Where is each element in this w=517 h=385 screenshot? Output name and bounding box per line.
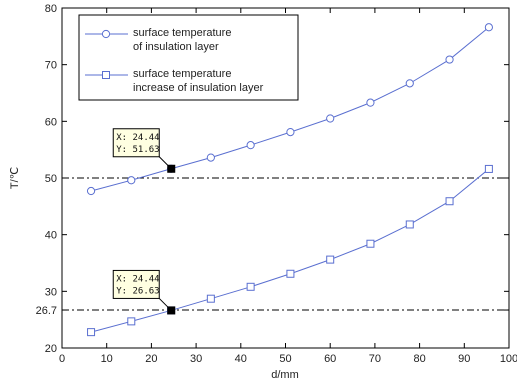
x-tick-label: 0	[59, 353, 65, 365]
x-tick-label: 60	[324, 353, 336, 365]
data-point-circle	[326, 114, 335, 123]
x-tick-label: 70	[369, 353, 381, 365]
datatip-x: X: 24.44	[116, 274, 159, 284]
data-point-square	[326, 255, 335, 264]
legend-marker-circle	[101, 29, 111, 39]
legend-text-1-line1: surface temperature	[133, 27, 231, 39]
datatip-y: Y: 51.63	[116, 145, 159, 155]
data-point-circle	[286, 128, 295, 137]
legend-box	[78, 14, 299, 101]
x-tick-label: 30	[190, 353, 202, 365]
datatip-marker	[167, 164, 176, 173]
data-point-circle	[246, 141, 255, 150]
data-point-square	[484, 164, 493, 173]
data-point-square	[445, 197, 454, 206]
y-tick-label: 30	[45, 286, 57, 298]
y-axis-label: T/℃	[9, 167, 21, 189]
legend-text-1-line2: of insulation layer	[133, 41, 219, 53]
datatips: X: 24.44 Y: 51.63 X: 24.44 Y: 26.63	[112, 128, 176, 315]
data-point-circle	[86, 186, 96, 196]
legend-text-2-line1: surface temperature	[133, 68, 231, 80]
data-point-circle	[127, 176, 136, 185]
x-tick-label: 10	[101, 353, 113, 365]
legend: surface temperature of insulation layer …	[78, 14, 299, 101]
y-tick-label: 40	[45, 230, 57, 242]
x-tick-label: 40	[235, 353, 247, 365]
datatip-box	[112, 269, 160, 299]
data-point-circle	[484, 23, 493, 32]
data-point-circle	[206, 153, 215, 162]
datatip-y: Y: 26.63	[116, 286, 159, 296]
legend-marker-square	[102, 71, 110, 79]
x-tick-label: 80	[413, 353, 425, 365]
data-point-square	[246, 282, 255, 291]
y-tick-label: 50	[45, 173, 57, 185]
x-tick-label: 20	[145, 353, 157, 365]
axis-ticks: 0 10 20 30 40 50 60 70 80 90 100 20 26.7 30 40 50 60 70 80	[36, 3, 517, 365]
datatip-box	[112, 128, 160, 158]
y-tick-label: 60	[45, 116, 57, 128]
y-tick-label: 70	[45, 60, 57, 72]
y-tick-label: 20	[45, 343, 57, 355]
data-point-circle	[405, 79, 414, 88]
y-tick-label: 26.7	[36, 305, 57, 317]
datatip-x: X: 24.44	[116, 133, 159, 143]
x-tick-label: 100	[500, 353, 517, 365]
x-tick-label: 50	[279, 353, 291, 365]
data-point-square	[127, 317, 136, 326]
data-point-square	[286, 269, 295, 278]
data-point-circle	[366, 98, 375, 107]
data-point-circle	[445, 55, 454, 64]
x-axis-label: d/mm	[271, 369, 299, 381]
y-tick-label: 80	[45, 3, 57, 15]
x-tick-label: 90	[458, 353, 470, 365]
datatip-marker	[167, 306, 176, 315]
data-point-square	[87, 328, 96, 337]
data-point-square	[206, 294, 215, 303]
data-point-square	[366, 239, 375, 248]
legend-text-2-line2: increase of insulation layer	[133, 82, 264, 94]
data-point-square	[405, 220, 414, 229]
